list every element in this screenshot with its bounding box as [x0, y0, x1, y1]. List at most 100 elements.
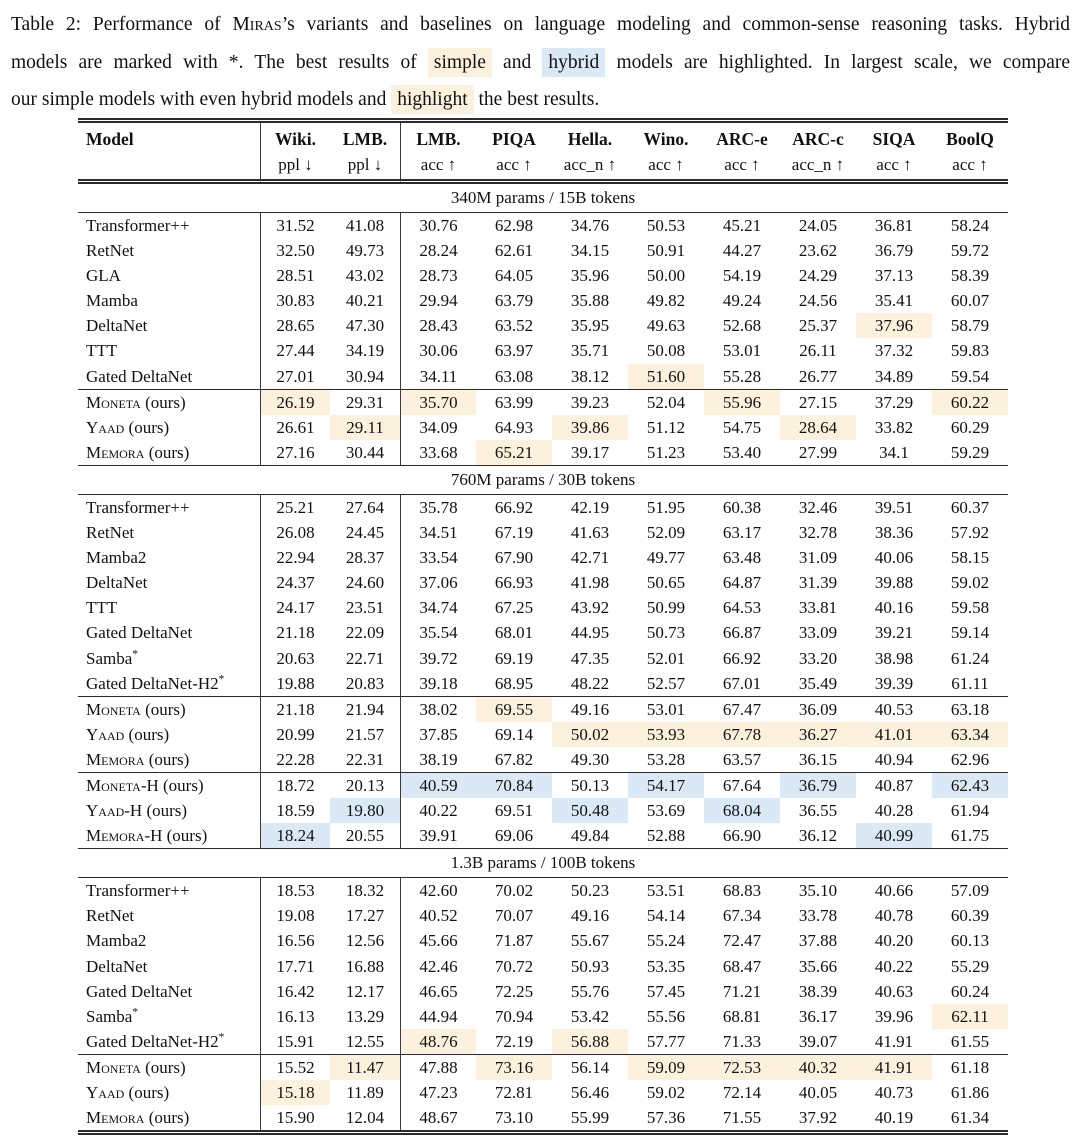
column-label: Wino.: [643, 129, 689, 149]
value-cell: 55.24: [646, 931, 686, 951]
value-cell: 63.79: [494, 291, 534, 311]
value-cell: 39.23: [552, 388, 628, 415]
value-cell: 24.17: [260, 595, 330, 621]
section-title: 340M params / 15B tokens: [78, 184, 1008, 213]
value-cell: 12.56: [345, 931, 385, 951]
value-cell: 40.28: [874, 801, 914, 821]
value-cell: 40.52: [400, 903, 476, 929]
model-name: Yaad: [86, 1083, 125, 1102]
value-cell: 34.76: [570, 216, 610, 235]
value-cell: 38.02: [400, 695, 476, 722]
value-cell: 53.40: [722, 442, 762, 462]
model-name: Gated DeltaNet: [86, 366, 193, 386]
table-row: Mamba 30.83 40.21 29.94 63.79 35.88 49.82 49.24…: [78, 288, 1008, 314]
value-cell: 50.13: [552, 771, 628, 798]
table-row: Yaad (ours) 26.61 29.11 34.09 64.93 39.86 51.1…: [78, 414, 1008, 440]
section-title: 1.3B params / 100B tokens: [78, 848, 1008, 879]
value-cell: 53.01: [628, 695, 704, 722]
value-cell: 50.65: [646, 573, 686, 593]
value-cell: 22.28: [260, 746, 330, 772]
model-name-cell: RetNet: [78, 520, 260, 545]
value-cell: 39.18: [400, 670, 476, 696]
value-cell: 57.77: [646, 1031, 686, 1051]
value-cell: 50.93: [570, 956, 610, 976]
value-cell: 60.29: [950, 417, 990, 437]
value-cell: 20.55: [345, 826, 385, 846]
value-cell: 33.54: [400, 545, 476, 571]
table-row: DeltaNet 24.37 24.60 37.06 66.93 41.98 50.65 64…: [78, 570, 1008, 596]
value-cell: 70.72: [494, 956, 534, 976]
hybrid-asterisk: *: [218, 1031, 225, 1044]
value-cell: 18.32: [345, 881, 385, 901]
value-cell: 41.91: [856, 1053, 932, 1080]
value-cell: 35.88: [570, 291, 610, 311]
table-row: Gated DeltaNet 16.42 12.17 46.65 72.25 55.76 5…: [78, 978, 1008, 1004]
section-header-row: 340M params / 15B tokens: [78, 184, 1008, 213]
value-cell: 35.78: [400, 494, 476, 521]
column-header-boolq: BoolQ acc ↑: [932, 123, 1008, 184]
value-cell: 56.46: [570, 1083, 610, 1102]
value-cell: 55.28: [722, 366, 762, 386]
model-name: DeltaNet: [86, 956, 148, 976]
value-cell: 60.37: [950, 497, 990, 517]
caption-highlight-blue: hybrid: [542, 47, 606, 77]
value-cell: 72.25: [494, 981, 534, 1001]
table-row: Memora (ours) 22.28 22.31 38.19 67.82 49.30 53…: [78, 746, 1008, 772]
column-sublabel: acc ↑: [876, 155, 912, 174]
value-cell: 70.84: [476, 771, 552, 799]
value-cell: 50.08: [646, 341, 686, 361]
value-cell: 57.45: [646, 981, 686, 1001]
value-cell: 15.18: [260, 1080, 330, 1106]
model-name: RetNet: [86, 241, 135, 261]
value-cell: 42.19: [570, 497, 610, 517]
value-cell: 63.99: [476, 388, 552, 415]
value-cell: 63.18: [932, 695, 1008, 722]
model-name: Transformer++: [86, 497, 190, 517]
value-cell: 53.69: [646, 801, 686, 821]
table-row: RetNet 32.50 49.73 28.24 62.61 34.15 50.91 44.2…: [78, 238, 1008, 264]
value-cell: 39.07: [798, 1031, 838, 1051]
model-name-cell: Transformer++: [78, 878, 260, 903]
value-cell: 49.82: [646, 291, 686, 311]
value-cell: 69.06: [494, 826, 534, 846]
value-cell: 49.24: [722, 291, 762, 311]
value-cell: 61.24: [950, 648, 990, 668]
model-name: Mamba2: [86, 548, 147, 568]
table-row: Samba* 16.13 13.29 44.94 70.94 53.42 55.56 68.8…: [78, 1003, 1008, 1029]
value-cell: 19.08: [260, 903, 330, 929]
table-row: Memora-H (ours) 18.24 20.55 39.91 69.06 49.84…: [78, 823, 1008, 849]
value-cell: 46.65: [400, 978, 476, 1004]
value-cell: 13.29: [345, 1006, 385, 1026]
value-cell: 40.87: [856, 771, 932, 798]
value-cell: 25.21: [260, 494, 330, 521]
value-cell: 54.17: [628, 771, 704, 799]
table-row: Transformer++ 25.21 27.64 35.78 66.92 42.19 51…: [78, 494, 1008, 521]
column-header-model: Model: [78, 123, 260, 184]
column-label: ARC-c: [792, 129, 844, 149]
value-cell: 63.17: [722, 523, 762, 543]
value-cell: 36.09: [780, 695, 856, 722]
column-header-siqa: SIQA acc ↑: [856, 123, 932, 184]
value-cell: 40.22: [874, 956, 914, 976]
column-sublabel: acc ↑: [724, 155, 760, 174]
value-cell: 36.27: [780, 721, 856, 747]
model-name-cell: Mamba2: [78, 545, 260, 570]
value-cell: 40.16: [874, 598, 914, 618]
model-name: RetNet: [86, 906, 135, 926]
value-cell: 50.99: [646, 598, 686, 618]
value-cell: 35.41: [874, 291, 914, 311]
value-cell: 51.60: [628, 363, 704, 389]
value-cell: 19.80: [330, 798, 400, 824]
value-cell: 30.76: [400, 213, 476, 239]
value-cell: 49.63: [646, 316, 686, 336]
value-cell: 42.71: [570, 548, 610, 568]
table-row: TTT 27.44 34.19 30.06 63.97 35.71 50.08 53.01 26…: [78, 338, 1008, 364]
value-cell: 39.39: [874, 673, 914, 693]
column-sublabel: acc ↑: [496, 155, 532, 174]
column-sublabel: ppl ↓: [347, 155, 383, 174]
column-sublabel: acc_n ↑: [791, 155, 845, 174]
value-cell: 58.79: [950, 316, 990, 336]
value-cell: 61.75: [950, 826, 990, 846]
value-cell: 40.05: [798, 1083, 838, 1102]
model-name-cell: TTT: [78, 338, 260, 363]
